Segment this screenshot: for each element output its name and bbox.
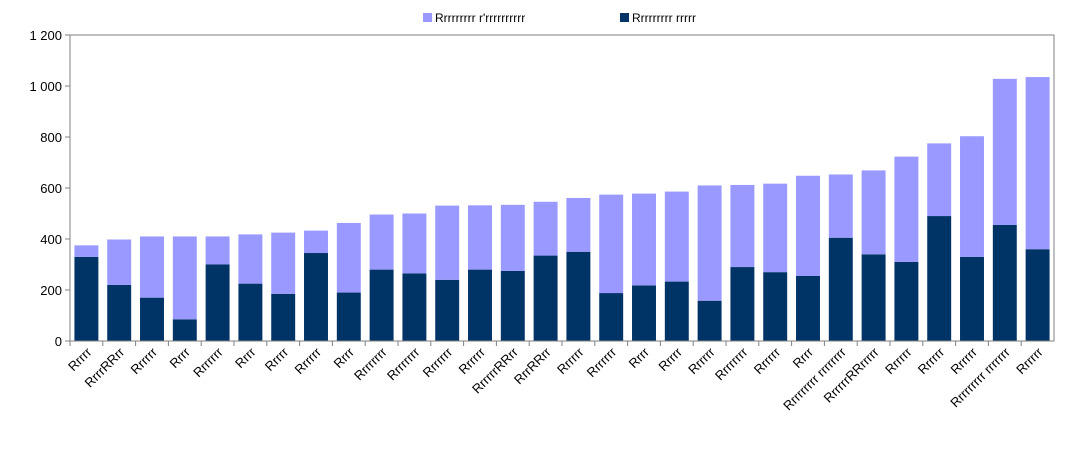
x-tick-label: Rrrrrrr: [420, 344, 456, 380]
x-tick-label: Rrrrrrrr: [351, 344, 390, 383]
bar-segment-top: [566, 197, 591, 252]
bar-segment-bottom: [304, 253, 328, 341]
bar-segment-top: [992, 78, 1017, 225]
bar-segment-top: [730, 184, 755, 268]
legend-swatch-part: [620, 13, 629, 22]
bar-segment-top: [828, 174, 853, 238]
x-tick-label: Rrrrrr: [1013, 344, 1046, 377]
bar-segment-top: [140, 236, 164, 298]
bar-segment-bottom: [1025, 249, 1050, 341]
bar-segment-top: [205, 236, 230, 265]
y-axis-ticks: 0 200 400 600 800 1 000 1 200: [29, 28, 70, 349]
bar-segment-bottom: [271, 293, 296, 341]
bar-segment-bottom: [796, 275, 820, 341]
bar-segment-top: [402, 213, 427, 274]
bar-segment-bottom: [238, 283, 263, 341]
bar-segment-top: [271, 232, 296, 294]
bar-segment-top: [632, 193, 656, 286]
bars: [74, 77, 1050, 341]
legend-label-total: Rrrrrrrrr r'rrrrrrrrrr: [435, 11, 525, 25]
x-tick-label: Rrrrrrr: [190, 344, 226, 380]
bar-segment-bottom: [402, 273, 427, 341]
x-tick-label: Rrrrrr: [751, 344, 784, 377]
bar-segment-top: [894, 156, 919, 262]
bar-segment-top: [1025, 77, 1050, 250]
bar-segment-bottom: [336, 292, 361, 341]
x-tick-label: Rrrrrr: [554, 344, 587, 377]
bar-segment-top: [763, 183, 788, 273]
y-tick-label: 1 000: [29, 79, 62, 94]
bar-segment-top: [861, 170, 886, 255]
bar-segment-top: [796, 175, 820, 276]
x-tick-label: Rrrrr: [262, 344, 292, 374]
legend-label-part: Rrrrrrrrr rrrrr: [632, 11, 696, 25]
bar-segment-top: [238, 234, 263, 284]
bar-segment-top: [435, 205, 460, 280]
legend-swatch-total: [423, 13, 432, 22]
bar-segment-bottom: [533, 255, 558, 341]
bar-segment-bottom: [107, 284, 132, 341]
y-tick-label: 200: [40, 283, 62, 298]
y-tick-label: 400: [40, 232, 62, 247]
bar-segment-bottom: [500, 270, 525, 341]
bar-segment-bottom: [894, 261, 919, 341]
bar-segment-top: [599, 194, 624, 294]
bar-segment-bottom: [927, 216, 952, 341]
bar-segment-top: [960, 136, 984, 257]
x-tick-label: Rrrrrr: [292, 344, 325, 377]
x-tick-label: Rrrrrr: [915, 344, 948, 377]
x-tick-label: RrrRRrr: [511, 344, 554, 387]
x-tick-label: Rrrrrr: [882, 344, 915, 377]
x-tick-label: Rrrr: [166, 344, 193, 371]
bar-segment-bottom: [74, 256, 99, 341]
y-tick-label: 0: [55, 334, 62, 349]
y-tick-label: 1 200: [29, 28, 62, 43]
bar-segment-bottom: [828, 237, 853, 341]
bar-segment-top: [369, 214, 394, 270]
bar-segment-bottom: [861, 254, 886, 341]
bar-segment-bottom: [992, 224, 1017, 341]
bar-segment-bottom: [599, 293, 624, 341]
y-tick-label: 800: [40, 130, 62, 145]
bar-segment-top: [664, 191, 689, 282]
bar-segment-bottom: [697, 300, 722, 341]
x-tick-label: Rrrrrrr: [584, 344, 620, 380]
bar-segment-bottom: [468, 269, 492, 341]
bar-segment-bottom: [172, 319, 197, 341]
bar-segment-bottom: [960, 256, 984, 341]
bar-segment-top: [74, 245, 99, 257]
x-tick-label: Rrrrrrrr: [384, 344, 423, 383]
legend: Rrrrrrrrr r'rrrrrrrrrr Rrrrrrrrr rrrrr: [423, 11, 696, 25]
bar-segment-top: [927, 143, 952, 217]
bar-segment-top: [468, 205, 492, 270]
bar-segment-top: [697, 185, 722, 301]
bar-segment-bottom: [566, 251, 591, 341]
bar-segment-bottom: [205, 264, 230, 341]
bar-segment-bottom: [435, 279, 460, 341]
bar-segment-bottom: [140, 297, 164, 341]
x-tick-label: Rrrr: [232, 344, 259, 371]
bar-segment-bottom: [632, 285, 656, 341]
x-tick-label: Rrrr: [330, 344, 357, 371]
bar-segment-top: [533, 201, 558, 256]
bar-segment-top: [500, 204, 525, 271]
x-tick-label: Rrrrrrrr: [712, 344, 751, 383]
y-tick-label: 600: [40, 181, 62, 196]
bar-segment-top: [172, 236, 197, 320]
bar-segment-bottom: [664, 281, 689, 341]
bar-segment-bottom: [763, 272, 788, 341]
bar-segment-top: [336, 222, 361, 293]
bar-segment-top: [107, 239, 132, 285]
bar-segment-bottom: [369, 269, 394, 341]
bar-segment-bottom: [730, 267, 755, 341]
x-tick-label: Rrrrrr: [128, 344, 161, 377]
x-tick-label: Rrrr: [790, 344, 817, 371]
x-tick-label: Rrrr: [626, 344, 653, 371]
x-tick-label: Rrrrr: [655, 344, 685, 374]
bar-segment-top: [304, 230, 328, 254]
